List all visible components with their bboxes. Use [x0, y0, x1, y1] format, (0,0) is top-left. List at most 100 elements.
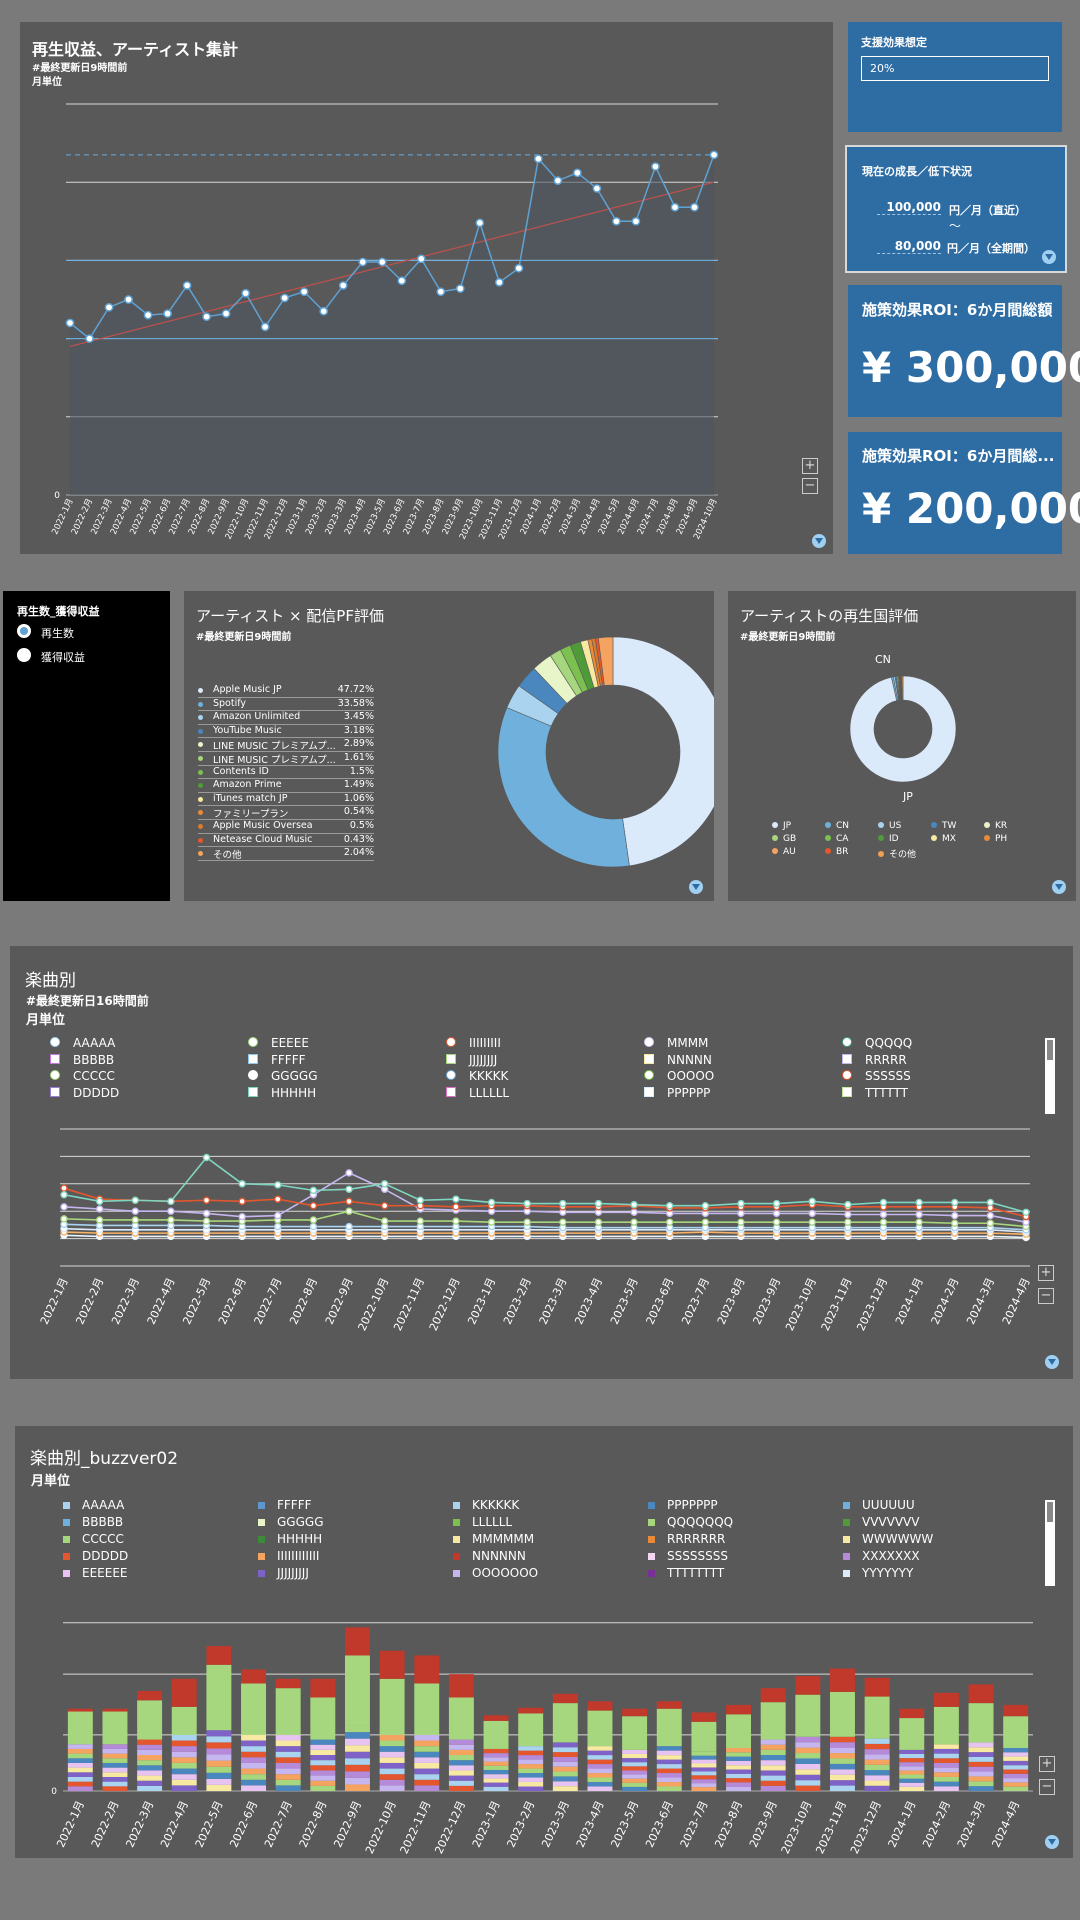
bar-segment — [552, 1747, 578, 1753]
filter-icon[interactable] — [1052, 880, 1066, 894]
legend-label: AU — [783, 847, 796, 857]
legend-item[interactable]: RRRRR — [842, 1053, 907, 1067]
legend-item[interactable]: JJJJJJJJ — [446, 1053, 497, 1067]
legend-item[interactable]: SSSSSSSS — [648, 1549, 728, 1563]
legend-item[interactable]: その他 2.04% — [198, 847, 374, 861]
legend-item[interactable]: KR — [984, 821, 1007, 831]
bar-segment — [241, 1757, 267, 1763]
legend-scrollbar[interactable] — [1045, 1500, 1055, 1586]
bar-segment — [206, 1766, 232, 1773]
legend-item[interactable]: YYYYYYY — [843, 1566, 913, 1580]
legend-item[interactable]: AAAAA — [50, 1036, 115, 1050]
legend-item[interactable]: HHHHH — [248, 1086, 316, 1100]
legend-item[interactable]: EEEEE — [248, 1036, 309, 1050]
roi-panel-1: 施策効果ROI：6か月間総額 ¥ 300,000 — [848, 285, 1080, 417]
legend-item[interactable]: Spotify 33.58% — [198, 698, 374, 712]
legend-item[interactable]: YouTube Music 3.18% — [198, 725, 374, 739]
legend-item[interactable]: CCCCC — [50, 1069, 115, 1083]
legend-item[interactable]: AU — [772, 847, 796, 857]
legend-item[interactable]: KKKKK — [446, 1069, 508, 1083]
legend-item[interactable]: GGGGG — [258, 1515, 324, 1529]
legend-item[interactable]: GB — [772, 834, 796, 844]
legend-item[interactable]: Amazon Unlimited 3.45% — [198, 711, 374, 725]
legend-item[interactable]: FFFFF — [248, 1053, 306, 1067]
legend-item[interactable]: MMMMMM — [453, 1532, 534, 1546]
legend-item[interactable]: NNNNN — [644, 1053, 712, 1067]
legend-scrollbar[interactable] — [1045, 1038, 1055, 1114]
legend-item[interactable]: PPPPPPP — [648, 1498, 718, 1512]
legend-item[interactable]: EEEEEE — [63, 1566, 128, 1580]
legend-item[interactable]: LINE MUSIC プレミアムプ... 1.61% — [198, 752, 374, 766]
zoom-out-button[interactable]: − — [802, 478, 818, 494]
legend-item[interactable]: CN — [825, 821, 849, 831]
legend-item[interactable]: LLLLLL — [446, 1086, 509, 1100]
legend-item[interactable]: LINE MUSIC プレミアムプ... 2.89% — [198, 738, 374, 752]
filter-icon[interactable] — [1042, 250, 1056, 264]
legend-item[interactable]: WWWWWW — [843, 1532, 933, 1546]
legend-item[interactable]: Contents ID 1.5% — [198, 766, 374, 780]
bar-segment — [448, 1770, 474, 1776]
legend-item[interactable]: NNNNNN — [453, 1549, 526, 1563]
effect-input[interactable]: 20% — [861, 56, 1049, 81]
legend-item[interactable]: US — [878, 821, 901, 831]
legend-item[interactable]: Apple Music JP 47.72% — [198, 684, 374, 698]
legend-item[interactable]: QQQQQ — [842, 1036, 912, 1050]
legend-item[interactable]: JJJJJJJJJ — [258, 1566, 309, 1580]
legend-marker — [453, 1502, 460, 1509]
data-point — [202, 1196, 211, 1204]
filter-icon[interactable] — [689, 880, 703, 894]
legend-item[interactable]: MMMM — [644, 1036, 708, 1050]
legend-item[interactable]: Apple Music Oversea 0.5% — [198, 820, 374, 834]
legend-item[interactable]: DDDDD — [63, 1549, 128, 1563]
legend-item[interactable]: BBBBB — [63, 1515, 123, 1529]
legend-item[interactable]: ファミリープラン 0.54% — [198, 806, 374, 820]
zoom-in-button[interactable]: + — [1038, 1265, 1054, 1281]
legend-item[interactable]: JP — [772, 821, 791, 831]
legend-item[interactable]: OOOOO — [644, 1069, 714, 1083]
legend-item[interactable]: XXXXXXX — [843, 1549, 920, 1563]
zoom-out-button[interactable]: − — [1038, 1288, 1054, 1304]
legend-item[interactable]: CCCCC — [63, 1532, 124, 1546]
legend-item[interactable]: TW — [931, 821, 956, 831]
bar-segment — [344, 1751, 370, 1759]
legend-item[interactable]: TTTTTTTT — [648, 1566, 724, 1580]
legend-item[interactable]: UUUUUU — [843, 1498, 915, 1512]
filter-icon[interactable] — [812, 534, 826, 548]
legend-item[interactable]: SSSSSS — [842, 1069, 911, 1083]
filter-icon[interactable] — [1045, 1355, 1059, 1369]
zoom-out-button[interactable]: − — [1039, 1779, 1055, 1795]
legend-item[interactable]: OOOOOOO — [453, 1566, 538, 1580]
legend-item[interactable]: PH — [984, 834, 1007, 844]
legend-item[interactable]: その他 — [878, 847, 916, 860]
legend-item[interactable]: Amazon Prime 1.49% — [198, 779, 374, 793]
legend-item[interactable]: iTunes match JP 1.06% — [198, 793, 374, 807]
legend-item[interactable]: BR — [825, 847, 848, 857]
legend-item[interactable]: HHHHH — [258, 1532, 322, 1546]
bar-segment — [310, 1760, 336, 1766]
legend-item[interactable]: CA — [825, 834, 848, 844]
zoom-in-button[interactable]: + — [1039, 1756, 1055, 1772]
legend-item[interactable]: FFFFF — [258, 1498, 312, 1512]
legend-item[interactable]: MX — [931, 834, 956, 844]
legend-item[interactable]: AAAAA — [63, 1498, 124, 1512]
legend-item[interactable]: GGGGG — [248, 1069, 318, 1083]
legend-item[interactable]: BBBBB — [50, 1053, 114, 1067]
zoom-in-button[interactable]: + — [802, 458, 818, 474]
legend-item[interactable]: ID — [878, 834, 899, 844]
filter-icon[interactable] — [1045, 1835, 1059, 1849]
bar-segment — [518, 1786, 544, 1791]
legend-item[interactable]: VVVVVVV — [843, 1515, 919, 1529]
legend-item[interactable]: KKKKKK — [453, 1498, 519, 1512]
legend-item[interactable]: PPPPPP — [644, 1086, 710, 1100]
legend-item[interactable]: RRRRRRR — [648, 1532, 725, 1546]
legend-item[interactable]: IIIIIIIIIIII — [258, 1549, 319, 1563]
bar-segment — [829, 1753, 855, 1759]
bar-segment — [275, 1762, 301, 1769]
legend-item[interactable]: TTTTTT — [842, 1086, 908, 1100]
pie-slice — [497, 707, 630, 868]
legend-item[interactable]: IIIIIIIII — [446, 1036, 501, 1050]
legend-item[interactable]: DDDDD — [50, 1086, 119, 1100]
legend-item[interactable]: Netease Cloud Music 0.43% — [198, 834, 374, 848]
legend-item[interactable]: LLLLLL — [453, 1515, 512, 1529]
legend-item[interactable]: QQQQQQQ — [648, 1515, 733, 1529]
